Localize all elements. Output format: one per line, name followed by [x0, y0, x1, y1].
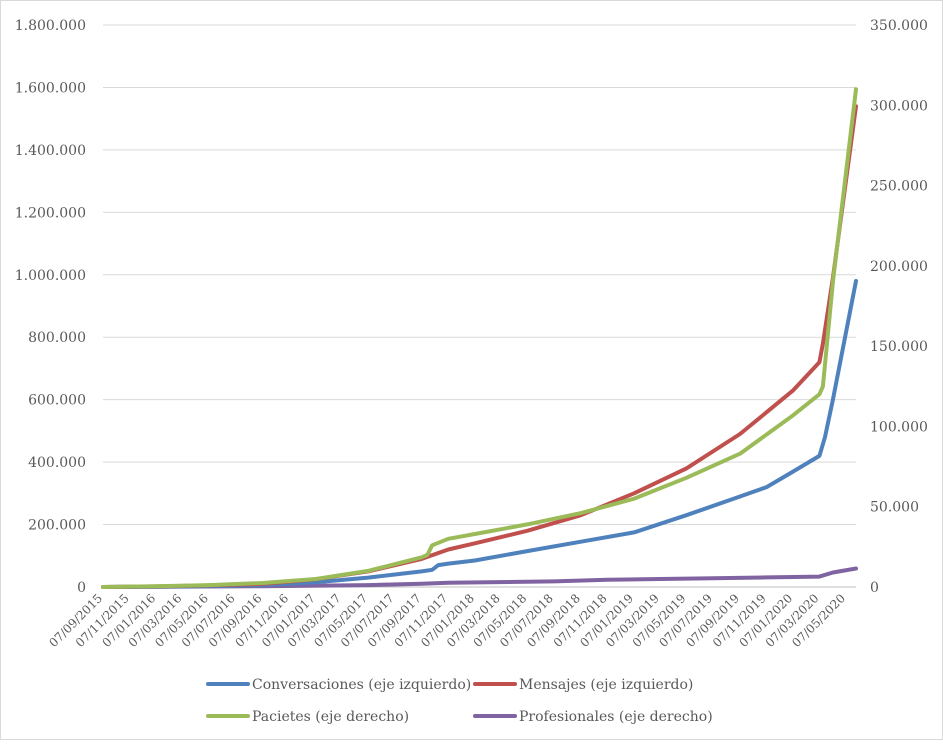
right-axis-tick-label: 200.000	[870, 259, 928, 275]
legend: Conversaciones (eje izquierdo) Mensajes (…	[206, 677, 713, 725]
left-axis-tick-label: 1.400.000	[15, 143, 86, 159]
right-axis-tick-label: 50.000	[870, 500, 919, 516]
right-axis-tick-label: 0	[870, 580, 879, 596]
series-line	[101, 87, 858, 589]
right-axis-tick-label: 250.000	[870, 179, 928, 195]
left-axis-tick-label: 800.000	[28, 330, 86, 346]
series-lines	[101, 87, 858, 589]
legend-label: Profesionales (eje derecho)	[519, 709, 713, 725]
gridlines	[103, 24, 856, 588]
right-axis-tick-label: 150.000	[870, 339, 928, 355]
left-axis-tick-label: 400.000	[28, 455, 86, 471]
right-axis-tick-label: 100.000	[870, 419, 928, 435]
left-axis-tick-label: 1.800.000	[15, 18, 86, 34]
left-axis: 0 200.000 400.000 600.000 800.000 1.000.000 1.…	[15, 18, 86, 596]
x-axis: 07/09/201507/11/201507/01/201607/03/2016…	[46, 591, 848, 650]
legend-label: Mensajes (eje izquierdo)	[519, 677, 693, 693]
left-axis-tick-label: 200.000	[28, 518, 86, 534]
left-axis-tick-label: 600.000	[28, 393, 86, 409]
right-axis-tick-label: 300.000	[870, 98, 928, 114]
right-axis-tick-label: 350.000	[870, 18, 928, 34]
legend-label: Conversaciones (eje izquierdo)	[252, 677, 471, 693]
left-axis-tick-label: 1.000.000	[15, 268, 86, 284]
left-axis-tick-label: 1.600.000	[15, 80, 86, 96]
series-line	[101, 279, 858, 589]
right-axis: 0 50.000 100.000 150.000 200.000 250.000 300.0…	[870, 18, 928, 596]
legend-label: Pacietes (eje derecho)	[252, 709, 409, 725]
left-axis-tick-label: 1.200.000	[15, 205, 86, 221]
left-axis-tick-label: 0	[77, 580, 86, 596]
series-line	[101, 104, 858, 589]
